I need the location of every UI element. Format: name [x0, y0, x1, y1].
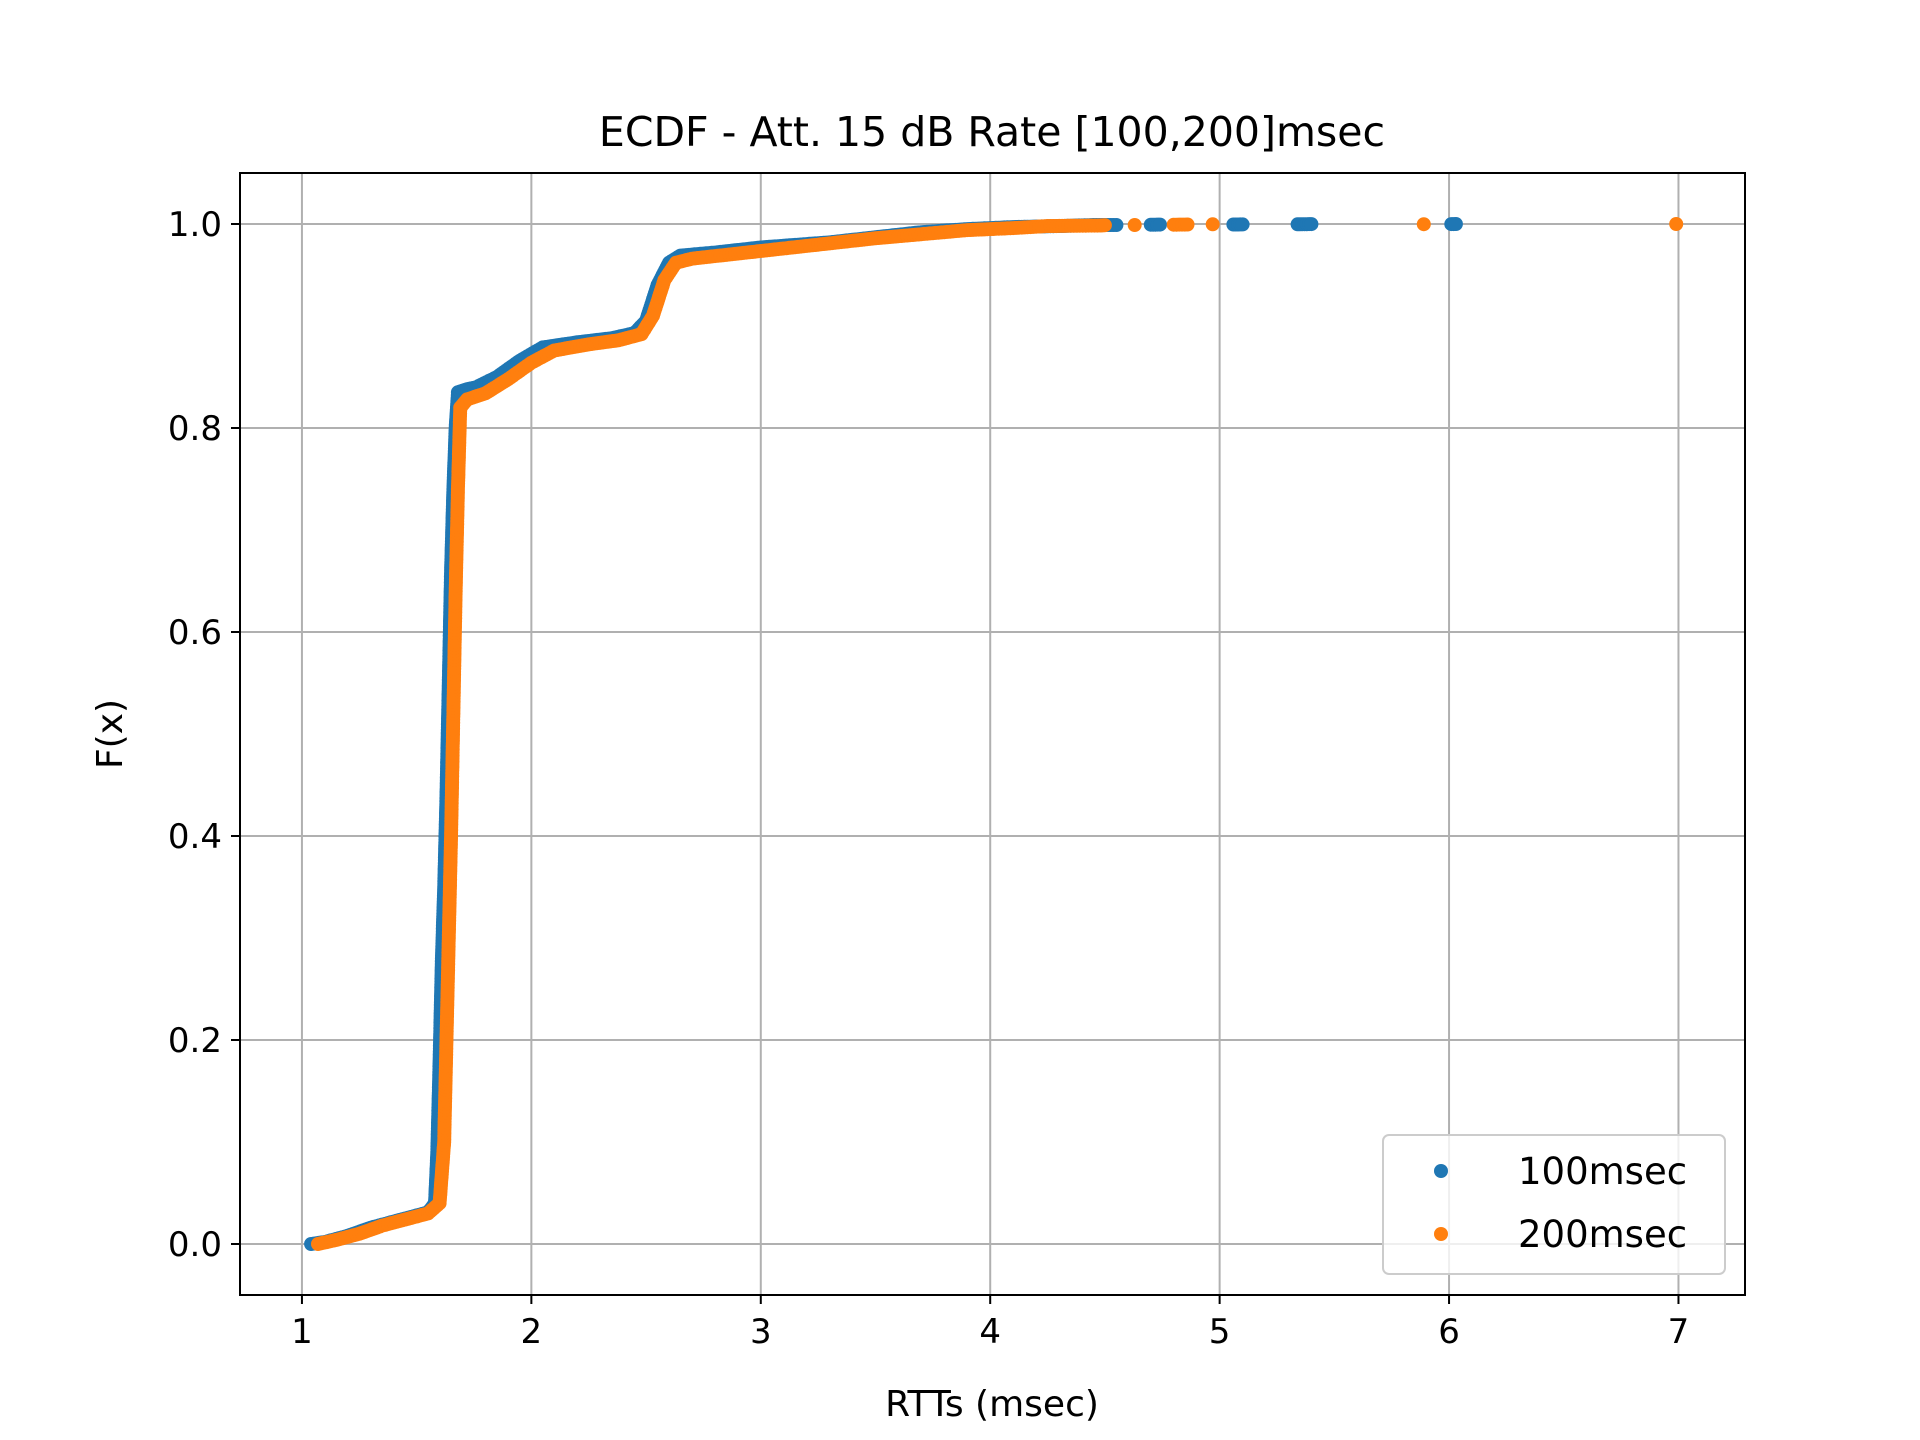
data-points — [304, 217, 1684, 1251]
data-point-200msec — [1416, 217, 1431, 232]
series-200msec — [311, 217, 1684, 1251]
y-ticks: 0.0 0.2 0.4 0.6 0.8 1.0 — [168, 205, 240, 1265]
y-tick-label: 1.0 — [168, 205, 222, 245]
x-axis-label: RTTs (msec) — [885, 1384, 1099, 1425]
data-point-200msec — [1180, 217, 1195, 232]
data-point-100msec — [1235, 217, 1250, 232]
data-point-200msec — [1097, 218, 1112, 233]
data-point-200msec — [1669, 217, 1684, 231]
x-tick-label: 4 — [979, 1312, 1001, 1352]
y-tick-label: 0.6 — [168, 613, 222, 653]
legend-label-200msec: 200msec — [1518, 1213, 1687, 1256]
x-tick-label: 2 — [521, 1312, 543, 1352]
legend: 100msec 200msec — [1382, 1134, 1726, 1275]
data-point-100msec — [1153, 217, 1167, 232]
x-tick-label: 3 — [750, 1312, 772, 1352]
y-tick-label: 0.0 — [168, 1225, 222, 1265]
y-tick-label: 0.2 — [168, 1021, 222, 1061]
data-point-100msec — [1448, 217, 1463, 231]
x-tick-label: 6 — [1438, 1312, 1460, 1352]
x-ticks: 1 2 3 4 5 6 7 — [291, 1295, 1689, 1352]
plot-frame — [239, 172, 1746, 1296]
y-tick-label: 0.4 — [168, 817, 222, 857]
x-tick-label: 1 — [291, 1312, 313, 1352]
data-point-100msec — [1304, 217, 1319, 232]
data-point-100msec — [1109, 218, 1124, 232]
legend-marker-100msec — [1434, 1164, 1448, 1178]
legend-marker-200msec — [1434, 1227, 1448, 1241]
data-point-200msec — [1127, 218, 1142, 232]
chart-title: ECDF - Att. 15 dB Rate [100,200]msec — [599, 108, 1385, 156]
x-tick-label: 7 — [1668, 1312, 1690, 1352]
grid — [240, 173, 1745, 1295]
legend-box — [1382, 1134, 1726, 1275]
y-axis-label: F(x) — [90, 699, 131, 769]
y-tick-label: 0.8 — [168, 409, 222, 449]
legend-label-100msec: 100msec — [1518, 1150, 1687, 1193]
x-tick-label: 5 — [1209, 1312, 1231, 1352]
data-point-200msec — [1205, 217, 1220, 232]
